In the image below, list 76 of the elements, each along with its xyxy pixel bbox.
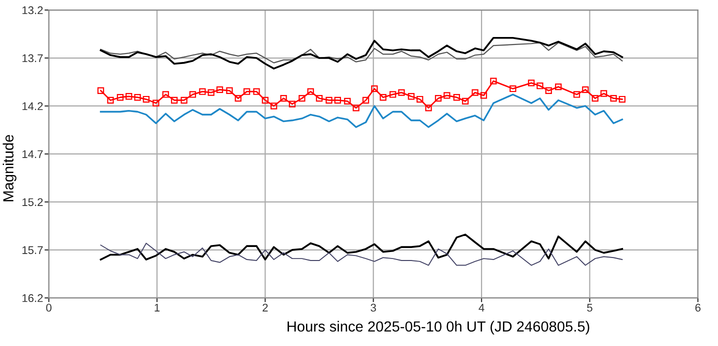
point <box>280 94 287 102</box>
point <box>243 88 250 95</box>
point <box>208 89 214 96</box>
point <box>398 89 405 96</box>
x-tick-label: 3 <box>370 304 376 312</box>
point <box>536 82 544 90</box>
point <box>444 92 450 99</box>
point <box>390 91 396 98</box>
x-tick-label: 5 <box>587 304 592 312</box>
point <box>416 96 424 103</box>
point <box>234 94 242 102</box>
line-series <box>100 234 624 260</box>
point <box>162 91 169 98</box>
point <box>298 94 306 102</box>
point <box>316 94 323 102</box>
point <box>216 86 224 94</box>
x-tick-label: 4 <box>478 304 484 312</box>
point <box>134 94 141 101</box>
point <box>226 87 233 94</box>
point <box>189 91 196 98</box>
point <box>610 94 617 102</box>
point <box>180 96 188 104</box>
point <box>142 96 150 103</box>
point <box>408 93 415 100</box>
point <box>288 100 296 108</box>
point <box>618 96 626 103</box>
point <box>253 88 260 95</box>
y-tick-label: 14.7 <box>22 150 43 158</box>
point <box>600 90 608 97</box>
point <box>152 100 160 106</box>
point <box>434 94 442 102</box>
point <box>116 94 124 101</box>
point <box>592 94 598 102</box>
line-series <box>100 36 624 70</box>
point <box>462 98 469 105</box>
point <box>573 91 580 98</box>
point <box>362 96 370 104</box>
x-tick-label: 6 <box>695 304 700 312</box>
point <box>334 96 341 104</box>
y-tick-label: 14.2 <box>22 102 43 110</box>
point <box>480 92 488 99</box>
x-axis-title: Hours since 2025-05-10 0h UT (JD 2460805.5) <box>288 320 590 335</box>
point <box>262 96 269 104</box>
y-tick-label: 15.7 <box>22 246 43 254</box>
point <box>490 78 497 84</box>
x-tick-label: 0 <box>46 304 52 312</box>
y-tick-label: 16.2 <box>22 294 43 302</box>
point <box>472 89 478 96</box>
point <box>344 98 351 105</box>
point <box>270 102 278 110</box>
y-tick-label: 13.2 <box>22 6 43 14</box>
point <box>107 96 114 104</box>
point <box>307 88 314 95</box>
point <box>380 94 386 101</box>
line-series <box>100 94 624 128</box>
point <box>126 93 132 100</box>
y-tick-label: 13.7 <box>22 54 43 62</box>
x-tick-label: 1 <box>154 304 160 312</box>
point <box>326 96 332 104</box>
point <box>352 104 360 112</box>
point <box>582 86 589 94</box>
point <box>97 87 104 94</box>
y-axis-title: Magnitude <box>2 134 16 202</box>
point <box>199 88 206 95</box>
point <box>425 104 432 112</box>
point <box>555 83 562 90</box>
line-series <box>100 42 623 64</box>
x-tick-label: 2 <box>262 304 268 312</box>
line-series <box>100 242 623 266</box>
point <box>170 96 178 104</box>
point <box>545 87 552 94</box>
point <box>453 94 460 101</box>
point <box>510 85 516 92</box>
point <box>371 85 378 92</box>
point <box>528 80 535 86</box>
y-tick-label: 15.2 <box>22 198 43 206</box>
